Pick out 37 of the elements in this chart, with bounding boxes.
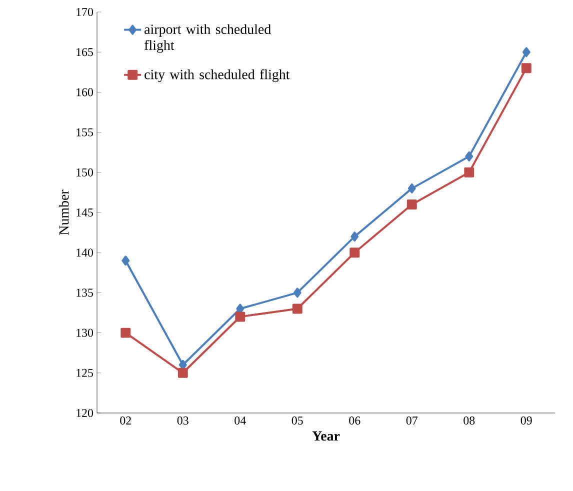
y-tick-label: 120 <box>76 408 94 418</box>
legend-label: city with scheduled flight <box>144 69 290 82</box>
y-tick-label: 170 <box>76 8 94 16</box>
x-tick-label: 08 <box>464 416 475 425</box>
y-axis-title: Number <box>58 190 69 235</box>
point <box>521 63 532 74</box>
point <box>122 256 130 266</box>
point <box>522 47 530 58</box>
x-tick-label: 06 <box>349 416 360 425</box>
y-tick-label: 140 <box>76 248 94 257</box>
x-tick-label: 03 <box>177 416 188 425</box>
y-tick-label: 165 <box>76 48 94 56</box>
point <box>292 304 302 314</box>
y-tick-label: 145 <box>76 208 94 216</box>
y-tick-label: 150 <box>76 168 94 176</box>
y-tick-label: 125 <box>76 368 94 377</box>
y-tick-label: 130 <box>76 328 94 337</box>
point <box>350 248 360 258</box>
x-tick-label: 09 <box>520 416 532 425</box>
y-tick-label: 155 <box>76 128 94 136</box>
point <box>293 288 302 298</box>
x-tick-label: 04 <box>234 416 246 425</box>
point <box>120 328 131 338</box>
y-tick-label: 135 <box>76 288 94 297</box>
legend-label: airport with scheduled flight <box>144 24 271 53</box>
point <box>178 368 188 378</box>
x-axis-title: Year <box>312 431 340 441</box>
x-tick-label: 05 <box>292 416 303 425</box>
y-tick-label: 160 <box>76 88 94 96</box>
point <box>350 232 359 242</box>
x-tick-label: 02 <box>120 416 131 425</box>
point <box>408 183 416 194</box>
x-tick-label: 07 <box>406 416 418 425</box>
point <box>235 312 246 322</box>
point <box>464 167 474 178</box>
point <box>406 199 417 210</box>
point <box>465 151 474 162</box>
